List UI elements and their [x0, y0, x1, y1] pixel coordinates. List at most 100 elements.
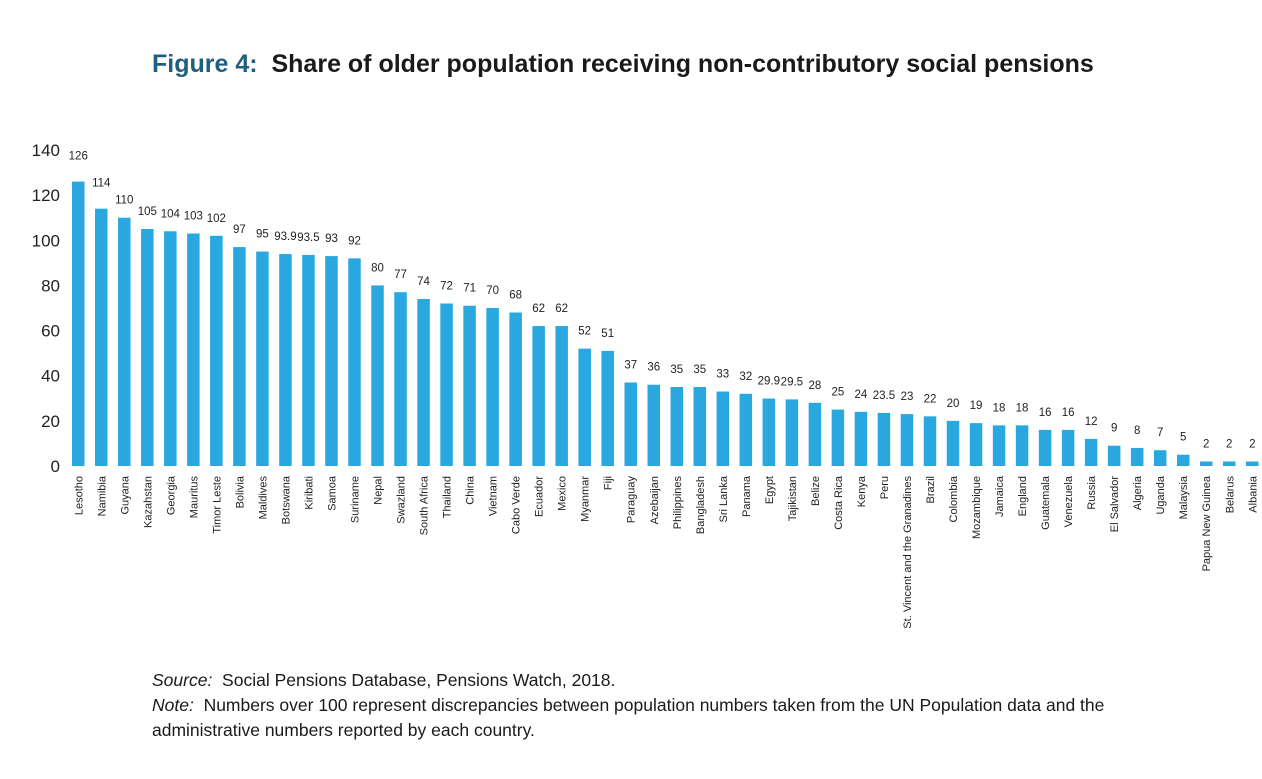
bar — [302, 254, 315, 466]
bar-value-label: 77 — [394, 269, 407, 281]
bar — [463, 305, 476, 466]
category-label: Venezuela — [1063, 475, 1075, 527]
category-label: Colombia — [948, 475, 960, 522]
category-label: Nepal — [373, 476, 385, 505]
category-label: Jamaica — [994, 475, 1006, 517]
bar-value-label: 105 — [138, 206, 157, 218]
bar-value-label: 22 — [924, 393, 937, 405]
bar — [601, 350, 614, 466]
y-tick-label: 60 — [41, 322, 60, 341]
bar — [1246, 461, 1259, 466]
bar — [325, 256, 338, 466]
bar-value-label: 110 — [115, 195, 133, 207]
bar-value-label: 7 — [1157, 427, 1163, 439]
bar-value-label: 5 — [1180, 432, 1186, 444]
bar — [716, 391, 730, 466]
bar-value-label: 36 — [647, 362, 660, 374]
bar-value-label: 28 — [808, 380, 821, 392]
category-label: Swazland — [396, 476, 408, 524]
bar — [486, 308, 499, 466]
category-label: St. Vincent and the Granadines — [902, 476, 914, 629]
category-label: China — [465, 475, 477, 505]
bar-value-label: 62 — [555, 303, 568, 315]
figure-label: Figure 4: — [152, 50, 258, 78]
bar — [785, 399, 799, 466]
bar-value-label: 95 — [256, 229, 269, 241]
source-text: Social Pensions Database, Pensions Watch… — [222, 670, 616, 690]
bar-value-label: 2 — [1226, 438, 1232, 450]
category-label: Cabo Verde — [511, 476, 523, 534]
category-label: Samoa — [326, 475, 338, 511]
category-label: Mozambique — [971, 476, 983, 539]
y-tick-label: 120 — [32, 186, 60, 205]
bar-value-label: 19 — [970, 400, 983, 412]
note-key: Note: — [152, 695, 194, 715]
bar-value-label: 97 — [233, 224, 246, 236]
bar — [417, 298, 430, 466]
category-label: Maldives — [257, 476, 269, 520]
bar — [1107, 445, 1121, 466]
category-label: Sri Lanka — [718, 475, 730, 522]
category-label: Kiribati — [303, 476, 315, 510]
bar-value-label: 80 — [371, 262, 384, 274]
bar-value-label: 29.5 — [781, 376, 803, 388]
bar-value-label: 12 — [1085, 416, 1098, 428]
category-label: Thailand — [442, 476, 454, 518]
figure-title: Figure 4: Share of older population rece… — [152, 50, 1094, 79]
bar — [187, 233, 200, 466]
category-label: Panama — [741, 475, 753, 517]
bar — [969, 423, 983, 466]
bar — [624, 382, 637, 466]
bar-value-label: 23.5 — [873, 390, 895, 402]
bar — [854, 411, 868, 466]
bar — [348, 258, 361, 466]
bar-value-label: 23 — [901, 391, 914, 403]
bar — [739, 393, 753, 466]
category-label: Egypt — [764, 476, 776, 504]
category-label: Lesotho — [73, 476, 85, 515]
bar-value-label: 16 — [1039, 407, 1052, 419]
bar — [371, 285, 384, 466]
category-label: Ecuador — [534, 476, 546, 517]
category-label: Tajikistan — [787, 476, 799, 521]
bar-value-label: 104 — [161, 208, 181, 220]
bar — [1130, 447, 1144, 466]
bar — [992, 425, 1006, 466]
bar — [670, 387, 684, 466]
bar-value-label: 114 — [92, 178, 111, 190]
bar-value-label: 35 — [670, 364, 683, 376]
bar — [95, 208, 108, 466]
bar — [1061, 429, 1075, 466]
note-text: Numbers over 100 represent discrepancies… — [152, 695, 1105, 740]
bar-value-label: 25 — [832, 387, 845, 399]
bar — [1038, 429, 1052, 466]
note-line: Note: Numbers over 100 represent discrep… — [152, 693, 1212, 743]
y-tick-label: 80 — [41, 276, 60, 295]
bar — [394, 292, 407, 466]
bar-value-label: 20 — [947, 398, 960, 410]
category-label: Brazil — [925, 476, 937, 504]
category-label: Belarus — [1224, 476, 1236, 514]
category-label: Philippines — [672, 476, 684, 530]
bar — [1176, 454, 1190, 466]
bar — [923, 416, 937, 466]
bar — [1015, 425, 1029, 466]
y-tick-label: 20 — [41, 412, 60, 431]
bar-chart: 0 20 40 60 80 100 120 140 126 Lesotho 114 Namibia 11… — [32, 141, 1260, 629]
bar-value-label: 92 — [348, 235, 361, 247]
bar — [210, 235, 223, 466]
category-label: Costa Rica — [833, 475, 845, 530]
bar-value-label: 2 — [1203, 438, 1209, 450]
bar-value-label: 70 — [486, 285, 499, 297]
bar — [555, 326, 568, 466]
bar — [141, 229, 154, 466]
bar-value-label: 35 — [693, 364, 706, 376]
bar-value-label: 16 — [1062, 407, 1075, 419]
category-label: Belize — [810, 476, 822, 506]
category-label: Guatemala — [1040, 475, 1052, 530]
bar-value-label: 102 — [207, 213, 226, 225]
bar-value-label: 62 — [532, 303, 545, 315]
bar — [647, 384, 660, 466]
bar — [831, 409, 845, 466]
category-label: Russia — [1086, 475, 1098, 510]
